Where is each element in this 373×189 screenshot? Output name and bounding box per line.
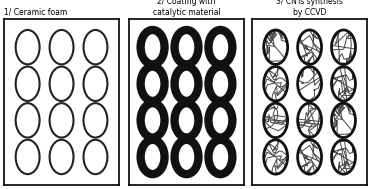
- Title: 3/ CNTs synthesis
by CCVD: 3/ CNTs synthesis by CCVD: [276, 0, 343, 17]
- Title: 2/ Coating with
catalytic material: 2/ Coating with catalytic material: [153, 0, 220, 17]
- Text: 1/ Ceramic foam: 1/ Ceramic foam: [4, 8, 67, 17]
